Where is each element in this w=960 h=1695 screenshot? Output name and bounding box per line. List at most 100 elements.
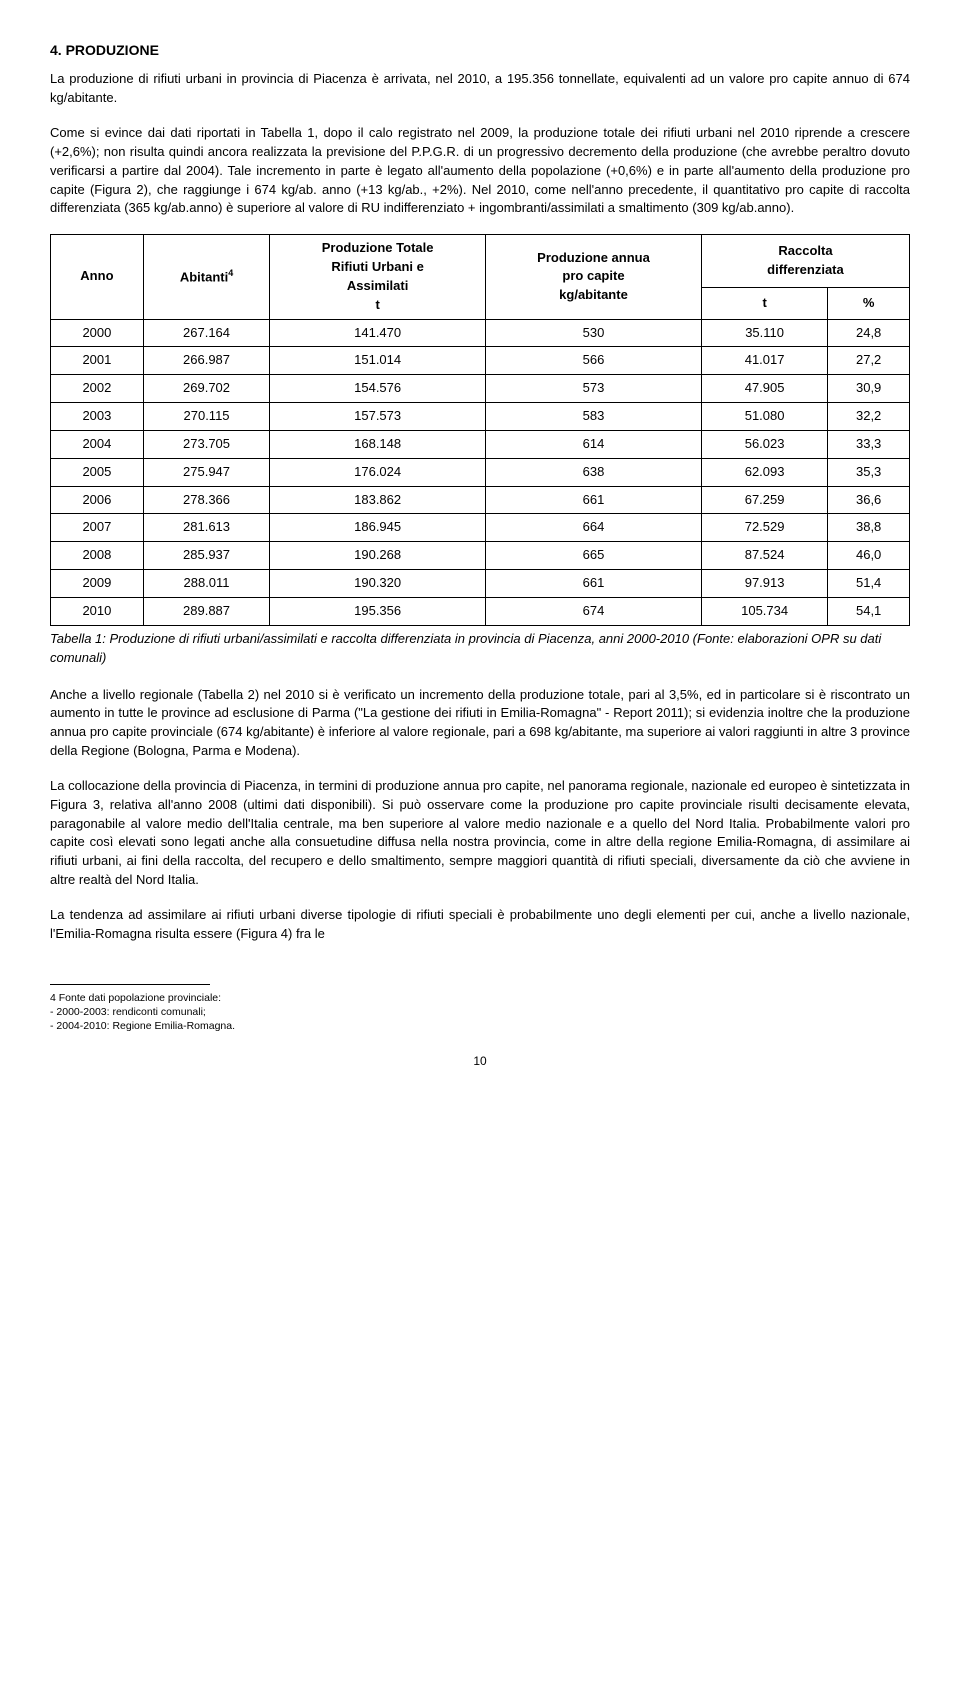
table-cell: 583 <box>486 403 702 431</box>
table-cell: 154.576 <box>270 375 486 403</box>
table-cell: 2002 <box>51 375 144 403</box>
table-cell: 270.115 <box>143 403 269 431</box>
table-cell: 2000 <box>51 319 144 347</box>
table-cell: 288.011 <box>143 570 269 598</box>
table-cell: 54,1 <box>828 598 910 626</box>
table-cell: 190.268 <box>270 542 486 570</box>
table-cell: 51,4 <box>828 570 910 598</box>
section-heading: 4. PRODUZIONE <box>50 40 910 60</box>
th-rd-t: t <box>701 288 827 320</box>
th-kg-l2: pro capite <box>562 268 624 283</box>
table-cell: 278.366 <box>143 486 269 514</box>
footnote-l1: 4 Fonte dati popolazione provinciale: <box>50 992 221 1004</box>
th-raccolta: Raccolta differenziata <box>701 235 909 288</box>
table-cell: 289.887 <box>143 598 269 626</box>
table-cell: 24,8 <box>828 319 910 347</box>
table-cell: 2010 <box>51 598 144 626</box>
table-cell: 38,8 <box>828 514 910 542</box>
table-cell: 281.613 <box>143 514 269 542</box>
table-cell: 141.470 <box>270 319 486 347</box>
table-row: 2002269.702154.57657347.90530,9 <box>51 375 910 403</box>
table-cell: 183.862 <box>270 486 486 514</box>
table-cell: 47.905 <box>701 375 827 403</box>
table-cell: 2008 <box>51 542 144 570</box>
paragraph-5: La tendenza ad assimilare ai rifiuti urb… <box>50 906 910 944</box>
table-cell: 2006 <box>51 486 144 514</box>
table-row: 2001266.987151.01456641.01727,2 <box>51 347 910 375</box>
th-rd-p: % <box>828 288 910 320</box>
th-produzione: Produzione Totale Rifiuti Urbani e Assim… <box>270 235 486 319</box>
th-abitanti: Abitanti4 <box>143 235 269 319</box>
table-row: 2007281.613186.94566472.52938,8 <box>51 514 910 542</box>
table-cell: 33,3 <box>828 430 910 458</box>
table-cell: 566 <box>486 347 702 375</box>
table-cell: 665 <box>486 542 702 570</box>
th-rd-l1: Raccolta <box>778 243 832 258</box>
table-row: 2010289.887195.356674105.73454,1 <box>51 598 910 626</box>
table-cell: 186.945 <box>270 514 486 542</box>
table-cell: 530 <box>486 319 702 347</box>
table-row: 2008285.937190.26866587.52446,0 <box>51 542 910 570</box>
table-cell: 41.017 <box>701 347 827 375</box>
table-cell: 266.987 <box>143 347 269 375</box>
footnote-l2: - 2000-2003: rendiconti comunali; <box>50 1006 206 1018</box>
th-kg-l1: Produzione annua <box>537 250 650 265</box>
table-cell: 190.320 <box>270 570 486 598</box>
table-cell: 67.259 <box>701 486 827 514</box>
th-anno: Anno <box>51 235 144 319</box>
table-cell: 2004 <box>51 430 144 458</box>
table-cell: 275.947 <box>143 458 269 486</box>
table-cell: 97.913 <box>701 570 827 598</box>
paragraph-3: Anche a livello regionale (Tabella 2) ne… <box>50 686 910 761</box>
table-cell: 661 <box>486 570 702 598</box>
paragraph-1: La produzione di rifiuti urbani in provi… <box>50 70 910 108</box>
table-cell: 285.937 <box>143 542 269 570</box>
table-cell: 176.024 <box>270 458 486 486</box>
table-cell: 157.573 <box>270 403 486 431</box>
table-cell: 30,9 <box>828 375 910 403</box>
table-cell: 46,0 <box>828 542 910 570</box>
table-cell: 32,2 <box>828 403 910 431</box>
th-prod-l1: Produzione Totale <box>322 240 434 255</box>
table-cell: 2003 <box>51 403 144 431</box>
th-rd-l2: differenziata <box>767 262 844 277</box>
table-row: 2003270.115157.57358351.08032,2 <box>51 403 910 431</box>
table-cell: 2005 <box>51 458 144 486</box>
table-cell: 2007 <box>51 514 144 542</box>
th-prod-l3: Assimilati <box>347 278 408 293</box>
table-cell: 195.356 <box>270 598 486 626</box>
table-cell: 168.148 <box>270 430 486 458</box>
table-row: 2004273.705168.14861456.02333,3 <box>51 430 910 458</box>
table-row: 2005275.947176.02463862.09335,3 <box>51 458 910 486</box>
table-cell: 36,6 <box>828 486 910 514</box>
paragraph-2: Come si evince dai dati riportati in Tab… <box>50 124 910 218</box>
th-kg-l3: kg/abitante <box>559 287 628 302</box>
table-cell: 87.524 <box>701 542 827 570</box>
table-cell: 51.080 <box>701 403 827 431</box>
table-cell: 72.529 <box>701 514 827 542</box>
table-row: 2000267.164141.47053035.11024,8 <box>51 319 910 347</box>
th-abitanti-sup: 4 <box>228 268 233 278</box>
footnote-separator <box>50 984 210 985</box>
table-row: 2006278.366183.86266167.25936,6 <box>51 486 910 514</box>
table-cell: 27,2 <box>828 347 910 375</box>
table-cell: 267.164 <box>143 319 269 347</box>
table-cell: 2001 <box>51 347 144 375</box>
page-number: 10 <box>50 1053 910 1070</box>
table-cell: 614 <box>486 430 702 458</box>
table-cell: 151.014 <box>270 347 486 375</box>
table-cell: 105.734 <box>701 598 827 626</box>
production-table: Anno Abitanti4 Produzione Totale Rifiuti… <box>50 234 910 626</box>
table-cell: 269.702 <box>143 375 269 403</box>
table-caption: Tabella 1: Produzione di rifiuti urbani/… <box>50 630 910 668</box>
footnote: 4 Fonte dati popolazione provinciale: - … <box>50 991 910 1034</box>
table-cell: 573 <box>486 375 702 403</box>
table-cell: 56.023 <box>701 430 827 458</box>
th-procapite: Produzione annua pro capite kg/abitante <box>486 235 702 319</box>
table-cell: 638 <box>486 458 702 486</box>
table-row: 2009288.011190.32066197.91351,4 <box>51 570 910 598</box>
table-cell: 62.093 <box>701 458 827 486</box>
table-cell: 2009 <box>51 570 144 598</box>
footnote-l3: - 2004-2010: Regione Emilia-Romagna. <box>50 1020 235 1032</box>
th-prod-l4: t <box>375 297 379 312</box>
